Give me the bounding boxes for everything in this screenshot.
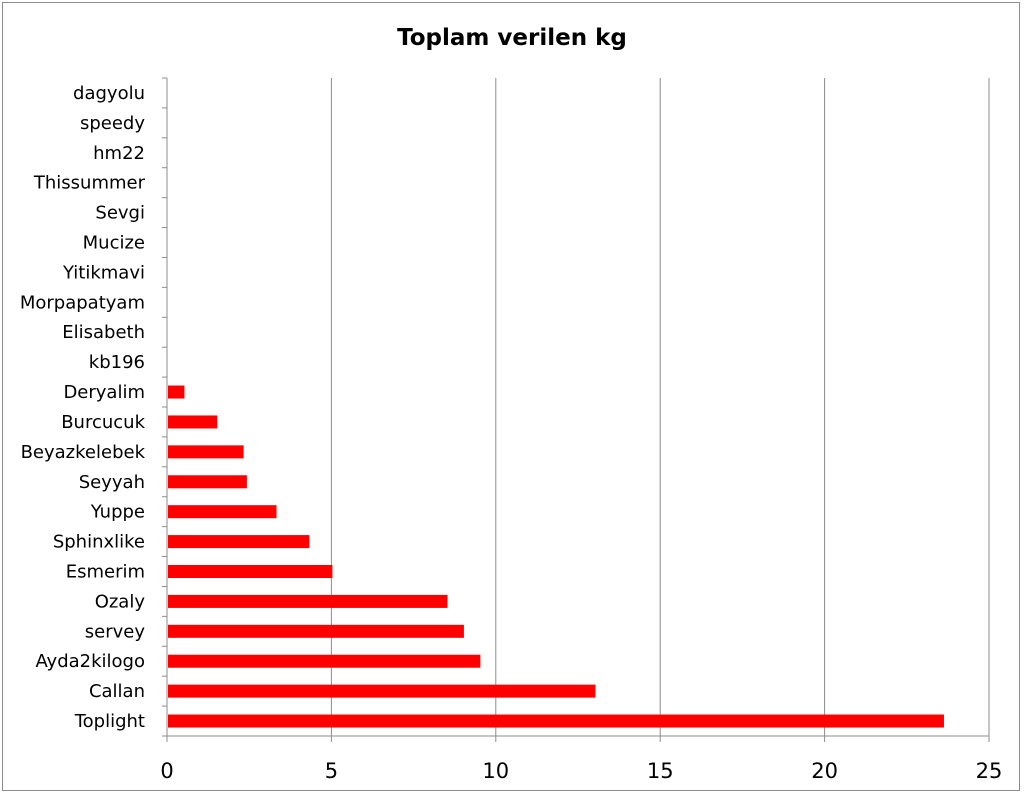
- bar-Burcucuk: [168, 415, 218, 429]
- x-tick-label: 0: [160, 759, 173, 783]
- axes: [162, 77, 990, 742]
- category-label: Esmerim: [66, 562, 145, 583]
- bar-Ozaly: [168, 594, 448, 608]
- category-label: Toplight: [74, 711, 145, 732]
- x-tick-label: 25: [976, 759, 1003, 783]
- category-label: Mucize: [83, 233, 145, 254]
- category-label: Callan: [89, 681, 145, 702]
- bar-Deryalim: [168, 385, 185, 399]
- category-label: Seyyah: [79, 472, 145, 493]
- category-label: hm22: [93, 143, 145, 164]
- bar-Toplight: [168, 714, 944, 728]
- category-label: Elisabeth: [62, 322, 145, 343]
- category-label: kb196: [89, 352, 145, 373]
- category-label: speedy: [80, 113, 145, 134]
- category-label: servey: [85, 621, 146, 642]
- category-label: dagyolu: [73, 83, 145, 104]
- category-label: Yitikmavi: [62, 262, 145, 283]
- bars: [168, 385, 944, 728]
- category-label: Sphinxlike: [53, 532, 145, 553]
- category-label: Ozaly: [95, 591, 146, 612]
- bar-Yuppe: [168, 505, 277, 519]
- category-label: Burcucuk: [61, 412, 145, 433]
- x-tick-label: 10: [482, 759, 509, 783]
- bar-Esmerim: [168, 565, 333, 578]
- category-label: Ayda2kilogo: [35, 651, 145, 672]
- tick-labels: 0 5 10 15 20 25: [160, 759, 1002, 783]
- bar-servey: [168, 624, 464, 638]
- category-label: Beyazkelebek: [21, 442, 146, 463]
- category-label: Morpapatyam: [20, 292, 145, 313]
- category-labels: dagyolu speedy hm22 Thissummer Sevgi Mucize Yi…: [20, 83, 146, 732]
- bar-Sphinxlike: [168, 535, 310, 549]
- category-label: Sevgi: [95, 203, 145, 224]
- bar-Seyyah: [168, 475, 247, 489]
- category-label: Yuppe: [90, 502, 145, 523]
- x-tick-label: 5: [325, 759, 338, 783]
- bar-Beyazkelebek: [168, 445, 244, 459]
- x-tick-label: 15: [647, 759, 674, 783]
- chart-title: Toplam verilen kg: [397, 25, 627, 51]
- x-tick-label: 20: [811, 759, 838, 783]
- category-label: Deryalim: [63, 382, 145, 403]
- category-label: Thissummer: [33, 173, 146, 194]
- bar-Callan: [168, 684, 596, 698]
- bar-Ayda2kilogo: [168, 654, 481, 668]
